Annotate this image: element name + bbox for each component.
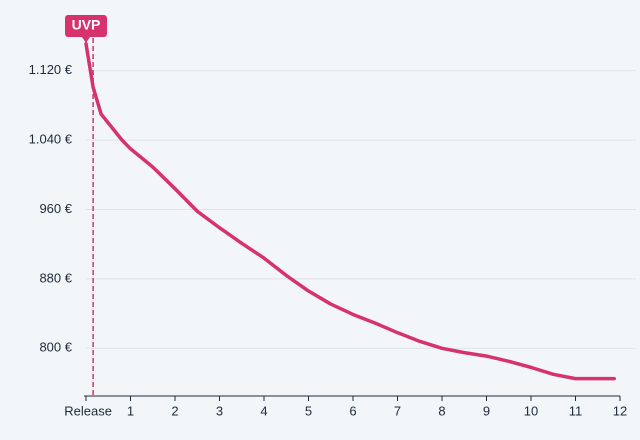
x-tick-label: 4 xyxy=(260,403,267,418)
y-tick-label: 1.040 € xyxy=(29,132,73,147)
x-tick-label: 8 xyxy=(438,403,445,418)
x-tick-label: 1 xyxy=(127,403,134,418)
y-tick-label: 880 € xyxy=(39,270,72,285)
line xyxy=(84,42,616,381)
x-tick-label: Release xyxy=(64,403,112,418)
x-tick-label: 12 xyxy=(613,403,627,418)
x-tick-label: 5 xyxy=(305,403,312,418)
y-tick-label: 960 € xyxy=(39,201,72,216)
x-tick-label: 9 xyxy=(483,403,490,418)
x-tick-label: 6 xyxy=(349,403,356,418)
x-tick-label: 10 xyxy=(524,403,538,418)
annotation-label: UVP xyxy=(72,17,101,33)
x-tick-label: 11 xyxy=(569,403,583,418)
x-tick-label: 7 xyxy=(394,403,401,418)
x-tick-label: 2 xyxy=(171,403,178,418)
y-tick-label: 1.120 € xyxy=(29,62,73,77)
annotation-pointer xyxy=(82,37,90,43)
y-tick-label: 800 € xyxy=(39,340,72,355)
x-tick-label: 3 xyxy=(216,403,223,418)
annotation-box xyxy=(65,15,107,37)
